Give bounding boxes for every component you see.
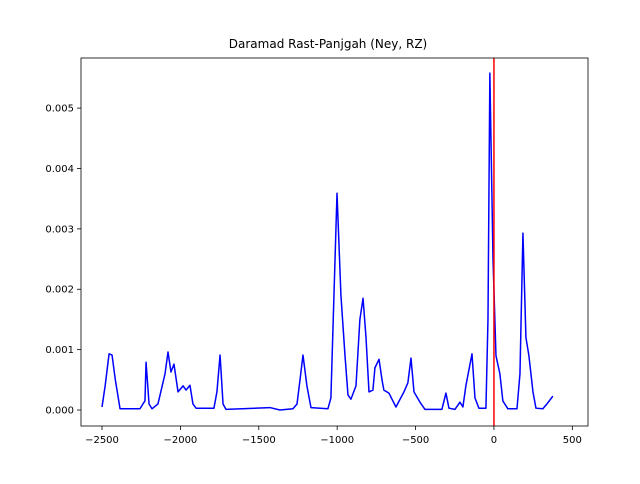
chart-title: Daramad Rast-Panjgah (Ney, RZ) xyxy=(229,37,427,51)
x-tick-label: −1000 xyxy=(320,435,354,446)
x-tick-label: 500 xyxy=(563,435,582,446)
x-tick-label: −500 xyxy=(402,435,429,446)
x-tick-label: 0 xyxy=(491,435,497,446)
y-tick-label: 0.001 xyxy=(45,345,74,356)
y-tick-label: 0.004 xyxy=(45,164,74,175)
y-tick-label: 0.005 xyxy=(45,104,74,115)
data-line xyxy=(101,72,554,411)
y-tick-label: 0.002 xyxy=(45,285,74,296)
y-tick-label: 0.000 xyxy=(45,406,74,417)
x-tick-label: −2000 xyxy=(163,435,197,446)
x-tick-label: −1500 xyxy=(242,435,276,446)
plot-frame xyxy=(80,57,589,427)
y-tick-label: 0.003 xyxy=(45,224,74,235)
x-tick-label: −2500 xyxy=(85,435,119,446)
